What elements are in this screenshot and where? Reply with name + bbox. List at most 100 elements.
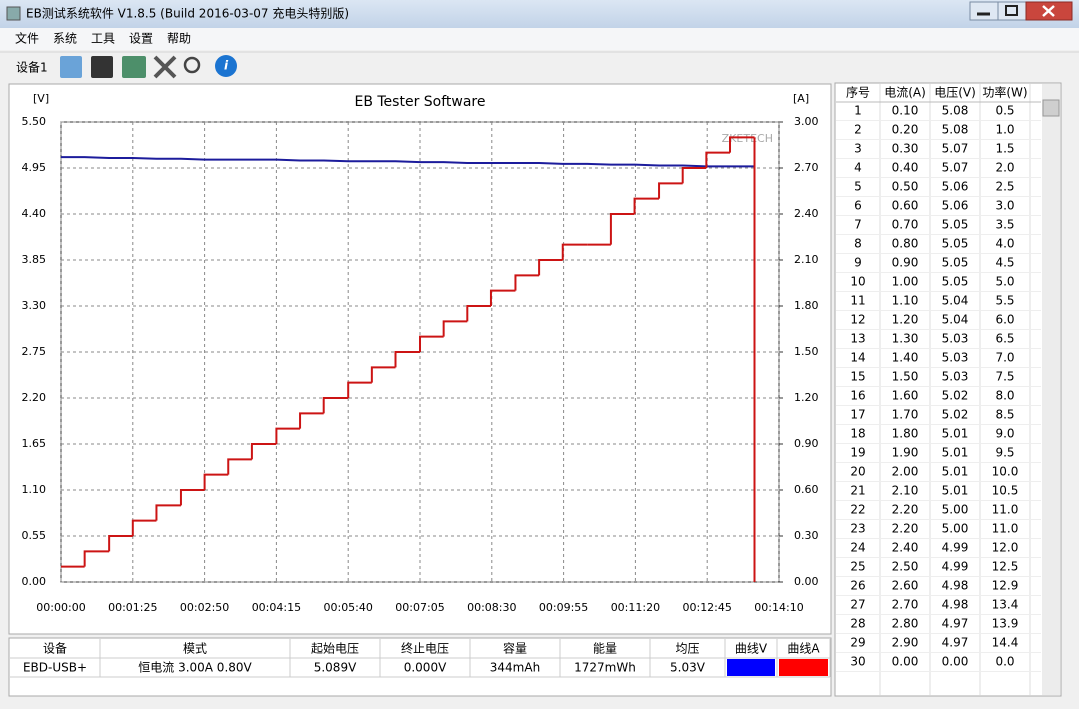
- table-cell: 5.08: [942, 123, 969, 137]
- search-button[interactable]: [183, 56, 201, 74]
- watermark: ZKETECH: [722, 132, 773, 145]
- summary-header: 终止电压: [401, 641, 449, 656]
- table-cell: 4.98: [942, 598, 969, 612]
- table-cell: 5.03: [942, 332, 969, 346]
- menu-bar: [0, 28, 1079, 50]
- menu-item[interactable]: 工具: [91, 32, 115, 46]
- y-tick-label: 5.50: [22, 115, 47, 128]
- scrollbar[interactable]: [1042, 84, 1060, 695]
- image-button[interactable]: [122, 56, 146, 78]
- table-cell: 4.0: [995, 237, 1014, 251]
- table-cell: 0.40: [892, 161, 919, 175]
- table-cell: 5.08: [942, 104, 969, 118]
- maximize-glyph: [1005, 5, 1018, 16]
- current-step: [83, 550, 110, 567]
- x-tick-label: 00:09:55: [539, 601, 588, 614]
- current-step: [419, 335, 444, 352]
- x-tick-label: 00:08:30: [467, 601, 516, 614]
- summary-cell: EBD-USB+: [23, 661, 87, 675]
- summary-header: 能量: [593, 642, 617, 656]
- table-cell: 5.02: [942, 389, 969, 403]
- table-cell: 5.01: [942, 465, 969, 479]
- current-step: [275, 427, 301, 444]
- menu-item[interactable]: 系统: [53, 32, 77, 46]
- current-step: [131, 519, 157, 536]
- table-cell: 21: [850, 484, 865, 498]
- table-cell: 18: [850, 427, 865, 441]
- table-cell: 0.20: [892, 123, 919, 137]
- current-step: [658, 182, 683, 199]
- table-cell: 3.0: [995, 199, 1014, 213]
- table-cell: 5.05: [942, 256, 969, 270]
- x-tick-label: 00:04:15: [252, 601, 301, 614]
- table-cell: 28: [850, 617, 865, 631]
- table-cell: 0.60: [892, 199, 919, 213]
- current-step: [179, 489, 205, 506]
- current-step: [347, 381, 372, 398]
- table-cell: 0.10: [892, 104, 919, 118]
- y-tick-label: 0.55: [22, 529, 47, 542]
- table-cell: 1.80: [892, 427, 919, 441]
- table-cell: 0.50: [892, 180, 919, 194]
- summary-cell: 344mAh: [490, 661, 540, 675]
- current-step: [705, 151, 731, 168]
- table-header: 电压(V): [934, 86, 976, 100]
- voltage-line: [61, 156, 755, 168]
- table-cell: 10: [850, 275, 865, 289]
- table-cell: 0.30: [892, 142, 919, 156]
- current-step: [322, 397, 349, 414]
- info-button[interactable]: [215, 55, 237, 77]
- current-step: [538, 259, 563, 276]
- maximize-button[interactable]: [997, 1, 1027, 21]
- save-button[interactable]: [91, 56, 113, 78]
- y-tick-label: 3.85: [22, 253, 47, 266]
- current-step: [370, 366, 396, 383]
- table-cell: 4.99: [942, 541, 969, 555]
- x-tick-label: 00:07:05: [395, 601, 444, 614]
- y2-tick-label: 0.60: [794, 483, 819, 496]
- current-step: [155, 504, 181, 521]
- table-cell: 17: [850, 408, 865, 422]
- table-cell: 5.03: [942, 370, 969, 384]
- table-cell: 12.5: [992, 560, 1019, 574]
- table-cell: 5.04: [942, 294, 969, 308]
- current-step: [108, 535, 133, 552]
- table-cell: 1.60: [892, 389, 919, 403]
- table-cell: 5: [854, 180, 862, 194]
- minimize-button[interactable]: [969, 1, 999, 21]
- open-button[interactable]: [60, 56, 82, 78]
- x-tick-label: 00:00:00: [36, 601, 85, 614]
- table-cell: 1: [854, 104, 862, 118]
- table-cell: 5.01: [942, 446, 969, 460]
- scroll-thumb[interactable]: [1042, 99, 1060, 117]
- menu-item[interactable]: 设置: [129, 32, 153, 46]
- summary-header: 容量: [503, 641, 527, 656]
- close-glyph: [1042, 5, 1055, 17]
- menu-item[interactable]: 文件: [15, 31, 39, 46]
- current-step: [203, 473, 229, 490]
- table-cell: 4.97: [942, 617, 969, 631]
- table-cell: 1.00: [892, 275, 919, 289]
- table-cell: 8: [854, 237, 862, 251]
- table-cell: 0.80: [892, 237, 919, 251]
- tools-button[interactable]: [153, 55, 177, 79]
- table-cell: 3: [854, 142, 862, 156]
- table-cell: 20: [850, 465, 865, 479]
- x-tick-label: 00:12:45: [682, 601, 731, 614]
- menu-item[interactable]: 帮助: [167, 32, 191, 46]
- table-cell: 23: [850, 522, 865, 536]
- table-cell: 1.5: [995, 142, 1014, 156]
- table-cell: 14: [850, 351, 865, 365]
- y2-tick-label: 1.50: [794, 345, 819, 358]
- curve-swatch[interactable]: [727, 659, 775, 676]
- table-cell: 4.98: [942, 579, 969, 593]
- table-cell: 2: [854, 123, 862, 137]
- curve-swatch[interactable]: [779, 659, 828, 676]
- table-cell: 6.0: [995, 313, 1014, 327]
- table-cell: 2.10: [892, 484, 919, 498]
- table-cell: 2.5: [995, 180, 1014, 194]
- info-glyph: i: [224, 59, 229, 73]
- y2-tick-label: 2.40: [794, 207, 819, 220]
- table-cell: 0.00: [892, 655, 919, 669]
- summary-cell: 5.03V: [670, 661, 706, 675]
